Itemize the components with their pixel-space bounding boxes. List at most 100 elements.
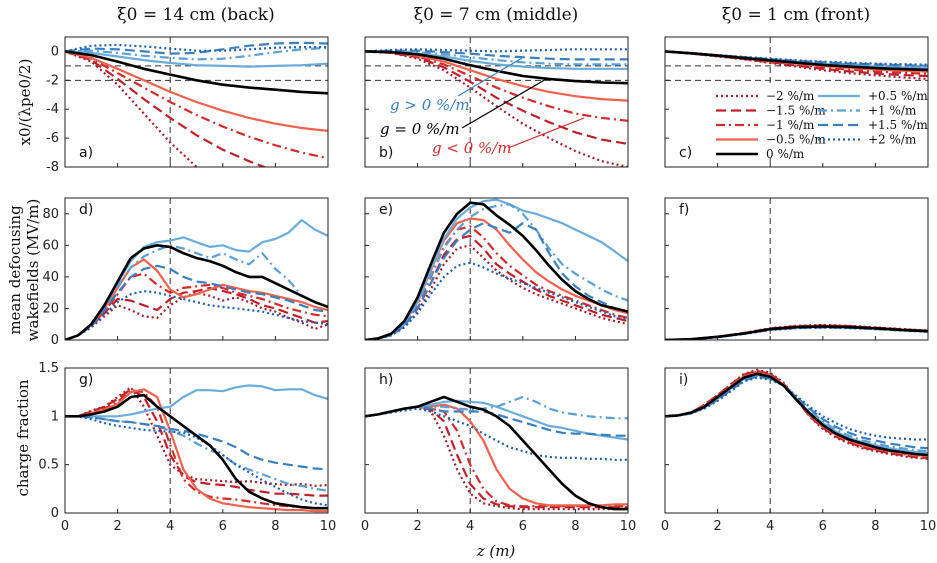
annotations: g > 0 %/m g = 0 %/mg < 0 %/m [380, 57, 585, 157]
series-line-m1.5-pct [65, 286, 328, 340]
series-line-0-pct [665, 372, 928, 457]
axes-box [364, 36, 629, 168]
series-line-m1-pct [65, 50, 328, 160]
axes-box [364, 367, 629, 514]
series-line-m1-pct [65, 272, 328, 340]
x-tick-label: 2 [413, 519, 421, 534]
series-line-m1-pct [365, 405, 628, 508]
x-tick-label: 6 [519, 519, 527, 534]
x-tick-label: 10 [620, 519, 637, 534]
series-line-m1.5-pct [365, 405, 628, 509]
series-line-p1-pct [65, 46, 328, 61]
y-tick-label: 60 [42, 238, 59, 253]
annotation-pointer [461, 77, 549, 129]
panel-label-c: c) [679, 145, 692, 161]
x-tick-label: 4 [166, 519, 174, 534]
x-tick-label: 2 [113, 519, 121, 534]
legend-label: −2 %/m [766, 89, 815, 103]
series-line-p2-pct [665, 376, 928, 441]
x-tick-label: 6 [819, 519, 827, 534]
legend: −2 %/m−1.5 %/m−1 %/m−0.5 %/m0 %/m +0.5 %/… [708, 86, 928, 161]
series-line-p1-pct [365, 50, 628, 66]
y-tick-label: 80 [42, 207, 59, 222]
legend-label: +2 %/m [868, 133, 917, 147]
x-axis-label: z (m) [476, 542, 516, 560]
y-tick-label: 1 [51, 409, 59, 424]
series-line-p1.5-pct [665, 50, 928, 67]
series-line-0-pct [665, 325, 928, 340]
series-line-p1.5-pct [665, 375, 928, 450]
column-title-middle: ξ0 = 7 cm (middle) [414, 5, 579, 25]
series-line-0-pct [65, 393, 328, 510]
panel-a: 0 -2 -4 -6 -8 a) [46, 36, 329, 175]
y-tick-label: -2 [46, 73, 59, 88]
series-line-0-pct [65, 244, 328, 340]
panel-c: c) [664, 36, 929, 168]
legend-item: +0.5 %/m [818, 89, 928, 103]
panel-label-g: g) [79, 372, 93, 388]
series-line-m2-pct [365, 244, 628, 340]
column-title-front: ξ0 = 1 cm (front) [722, 5, 870, 25]
panel-label-a: a) [79, 145, 93, 161]
series-line-p0.5-pct [665, 373, 928, 455]
annotation-label: g > 0 %/m [390, 96, 470, 114]
series-line-0-pct [665, 50, 928, 72]
panel-d: 0 20 40 60 80 d) [42, 197, 329, 348]
annotation-label: g = 0 %/m [380, 120, 460, 138]
series-line-m1.5-pct [365, 50, 628, 145]
series-line-m0.5-pct [665, 371, 928, 458]
series-line-p2-pct [365, 261, 628, 340]
series-line-p2-pct [65, 43, 328, 53]
panel-h: 0 2 4 6 8 10 h) [361, 367, 637, 534]
series-line-m0.5-pct [365, 403, 628, 507]
series-line-p0.5-pct [65, 384, 328, 418]
panel-label-i: i) [679, 372, 688, 388]
legend-item: +1 %/m [818, 104, 917, 118]
legend-label: +1 %/m [868, 104, 917, 118]
series-line-p2-pct [65, 415, 328, 507]
x-tick-label: 10 [920, 519, 937, 534]
series-line-m1-pct [665, 370, 928, 458]
legend-item: −0.5 %/m [716, 133, 826, 147]
x-tick-label: 2 [713, 519, 721, 534]
legend-item: −1.5 %/m [716, 104, 826, 118]
panel-g: 0 0.5 1 1.5 0 2 4 6 8 10 g) [38, 361, 336, 534]
axes-box [664, 197, 929, 341]
series-line-m0.5-pct [65, 388, 328, 513]
panel-label-b: b) [379, 145, 393, 161]
y-tick-label: 0 [51, 333, 59, 348]
legend-label: −1.5 %/m [766, 104, 826, 118]
series-line-m2-pct [65, 291, 328, 340]
legend-item: −2 %/m [716, 89, 815, 103]
series-line-p0.5-pct [65, 50, 328, 68]
legend-label: +1.5 %/m [868, 118, 928, 132]
series-line-0-pct [365, 201, 628, 340]
y-tick-label: 20 [42, 301, 59, 316]
y-tick-label: 0 [51, 506, 59, 521]
x-tick-label: 0 [661, 519, 669, 534]
y-tick-label: -4 [46, 102, 59, 117]
x-tick-label: 4 [766, 519, 774, 534]
x-tick-label: 8 [271, 519, 279, 534]
panel-i: 0 2 4 6 8 10 i) [661, 367, 937, 534]
series-line-m1.5-pct [665, 369, 928, 459]
axes-box [364, 197, 629, 341]
y-tick-label: -6 [46, 131, 59, 146]
series-line-p1.5-pct [365, 222, 628, 340]
series-line-m2-pct [665, 50, 928, 80]
x-tick-label: 0 [61, 519, 69, 534]
x-tick-label: 0 [361, 519, 369, 534]
legend-label: −1 %/m [766, 118, 815, 132]
series-line-p2-pct [365, 48, 628, 53]
legend-label: 0 %/m [766, 147, 805, 161]
x-tick-label: 6 [219, 519, 227, 534]
y-tick-label: 1.5 [38, 361, 59, 376]
y-tick-label: 0 [51, 44, 59, 59]
annotation-label: g < 0 %/m [432, 139, 512, 157]
series-line-m2-pct [365, 405, 628, 511]
panel-b: b) [364, 36, 629, 168]
panel-e: e) [364, 197, 629, 341]
panel-label-e: e) [379, 202, 393, 218]
series-line-p1-pct [665, 374, 928, 453]
